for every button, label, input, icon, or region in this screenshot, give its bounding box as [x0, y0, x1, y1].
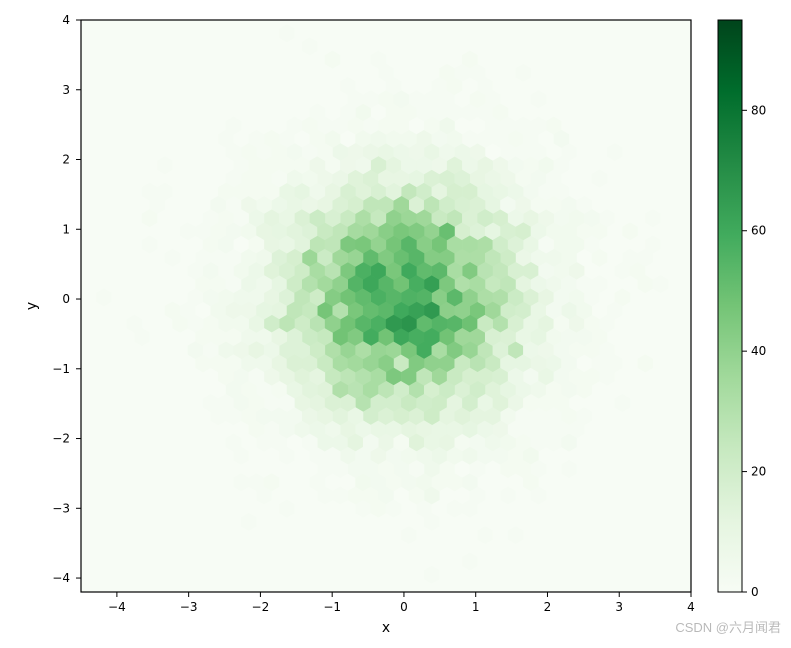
y-tick-label: −4 — [52, 571, 70, 585]
colorbar-tick-label: 80 — [751, 103, 766, 117]
y-tick-label: −3 — [52, 501, 70, 515]
colorbar — [718, 20, 742, 592]
y-tick-label: 0 — [62, 292, 70, 306]
x-tick-label: 2 — [544, 600, 552, 614]
colorbar-tick-label: 20 — [751, 465, 766, 479]
x-tick-label: −2 — [252, 600, 270, 614]
y-tick-label: 4 — [62, 13, 70, 27]
x-tick-label: −1 — [323, 600, 341, 614]
x-tick-label: 1 — [472, 600, 480, 614]
x-tick-label: 0 — [400, 600, 408, 614]
x-tick-label: 4 — [687, 600, 695, 614]
x-tick-label: 3 — [615, 600, 623, 614]
colorbar-tick-label: 60 — [751, 224, 766, 238]
y-tick-label: 2 — [62, 153, 70, 167]
x-axis-label: x — [382, 620, 390, 636]
y-axis-label: y — [24, 302, 40, 310]
chart-svg: −4 −3 −2 −1 0 1 2 3 4 −4 −3 −2 −1 0 1 2 3 4 x y 0 20 40 60 80 — [0, 0, 791, 644]
y-tick-label: −2 — [52, 432, 70, 446]
watermark-text: CSDN @六月闻君 — [675, 617, 781, 636]
y-tick-label: 1 — [62, 222, 70, 236]
y-tick-label: −1 — [52, 362, 70, 376]
colorbar-tick-label: 40 — [751, 344, 766, 358]
x-tick-label: −4 — [108, 600, 126, 614]
colorbar-tick-label: 0 — [751, 585, 759, 599]
x-tick-label: −3 — [180, 600, 198, 614]
y-tick-label: 3 — [62, 83, 70, 97]
hexbin-chart: −4 −3 −2 −1 0 1 2 3 4 −4 −3 −2 −1 0 1 2 3 4 x y 0 20 40 60 80 — [0, 0, 791, 648]
